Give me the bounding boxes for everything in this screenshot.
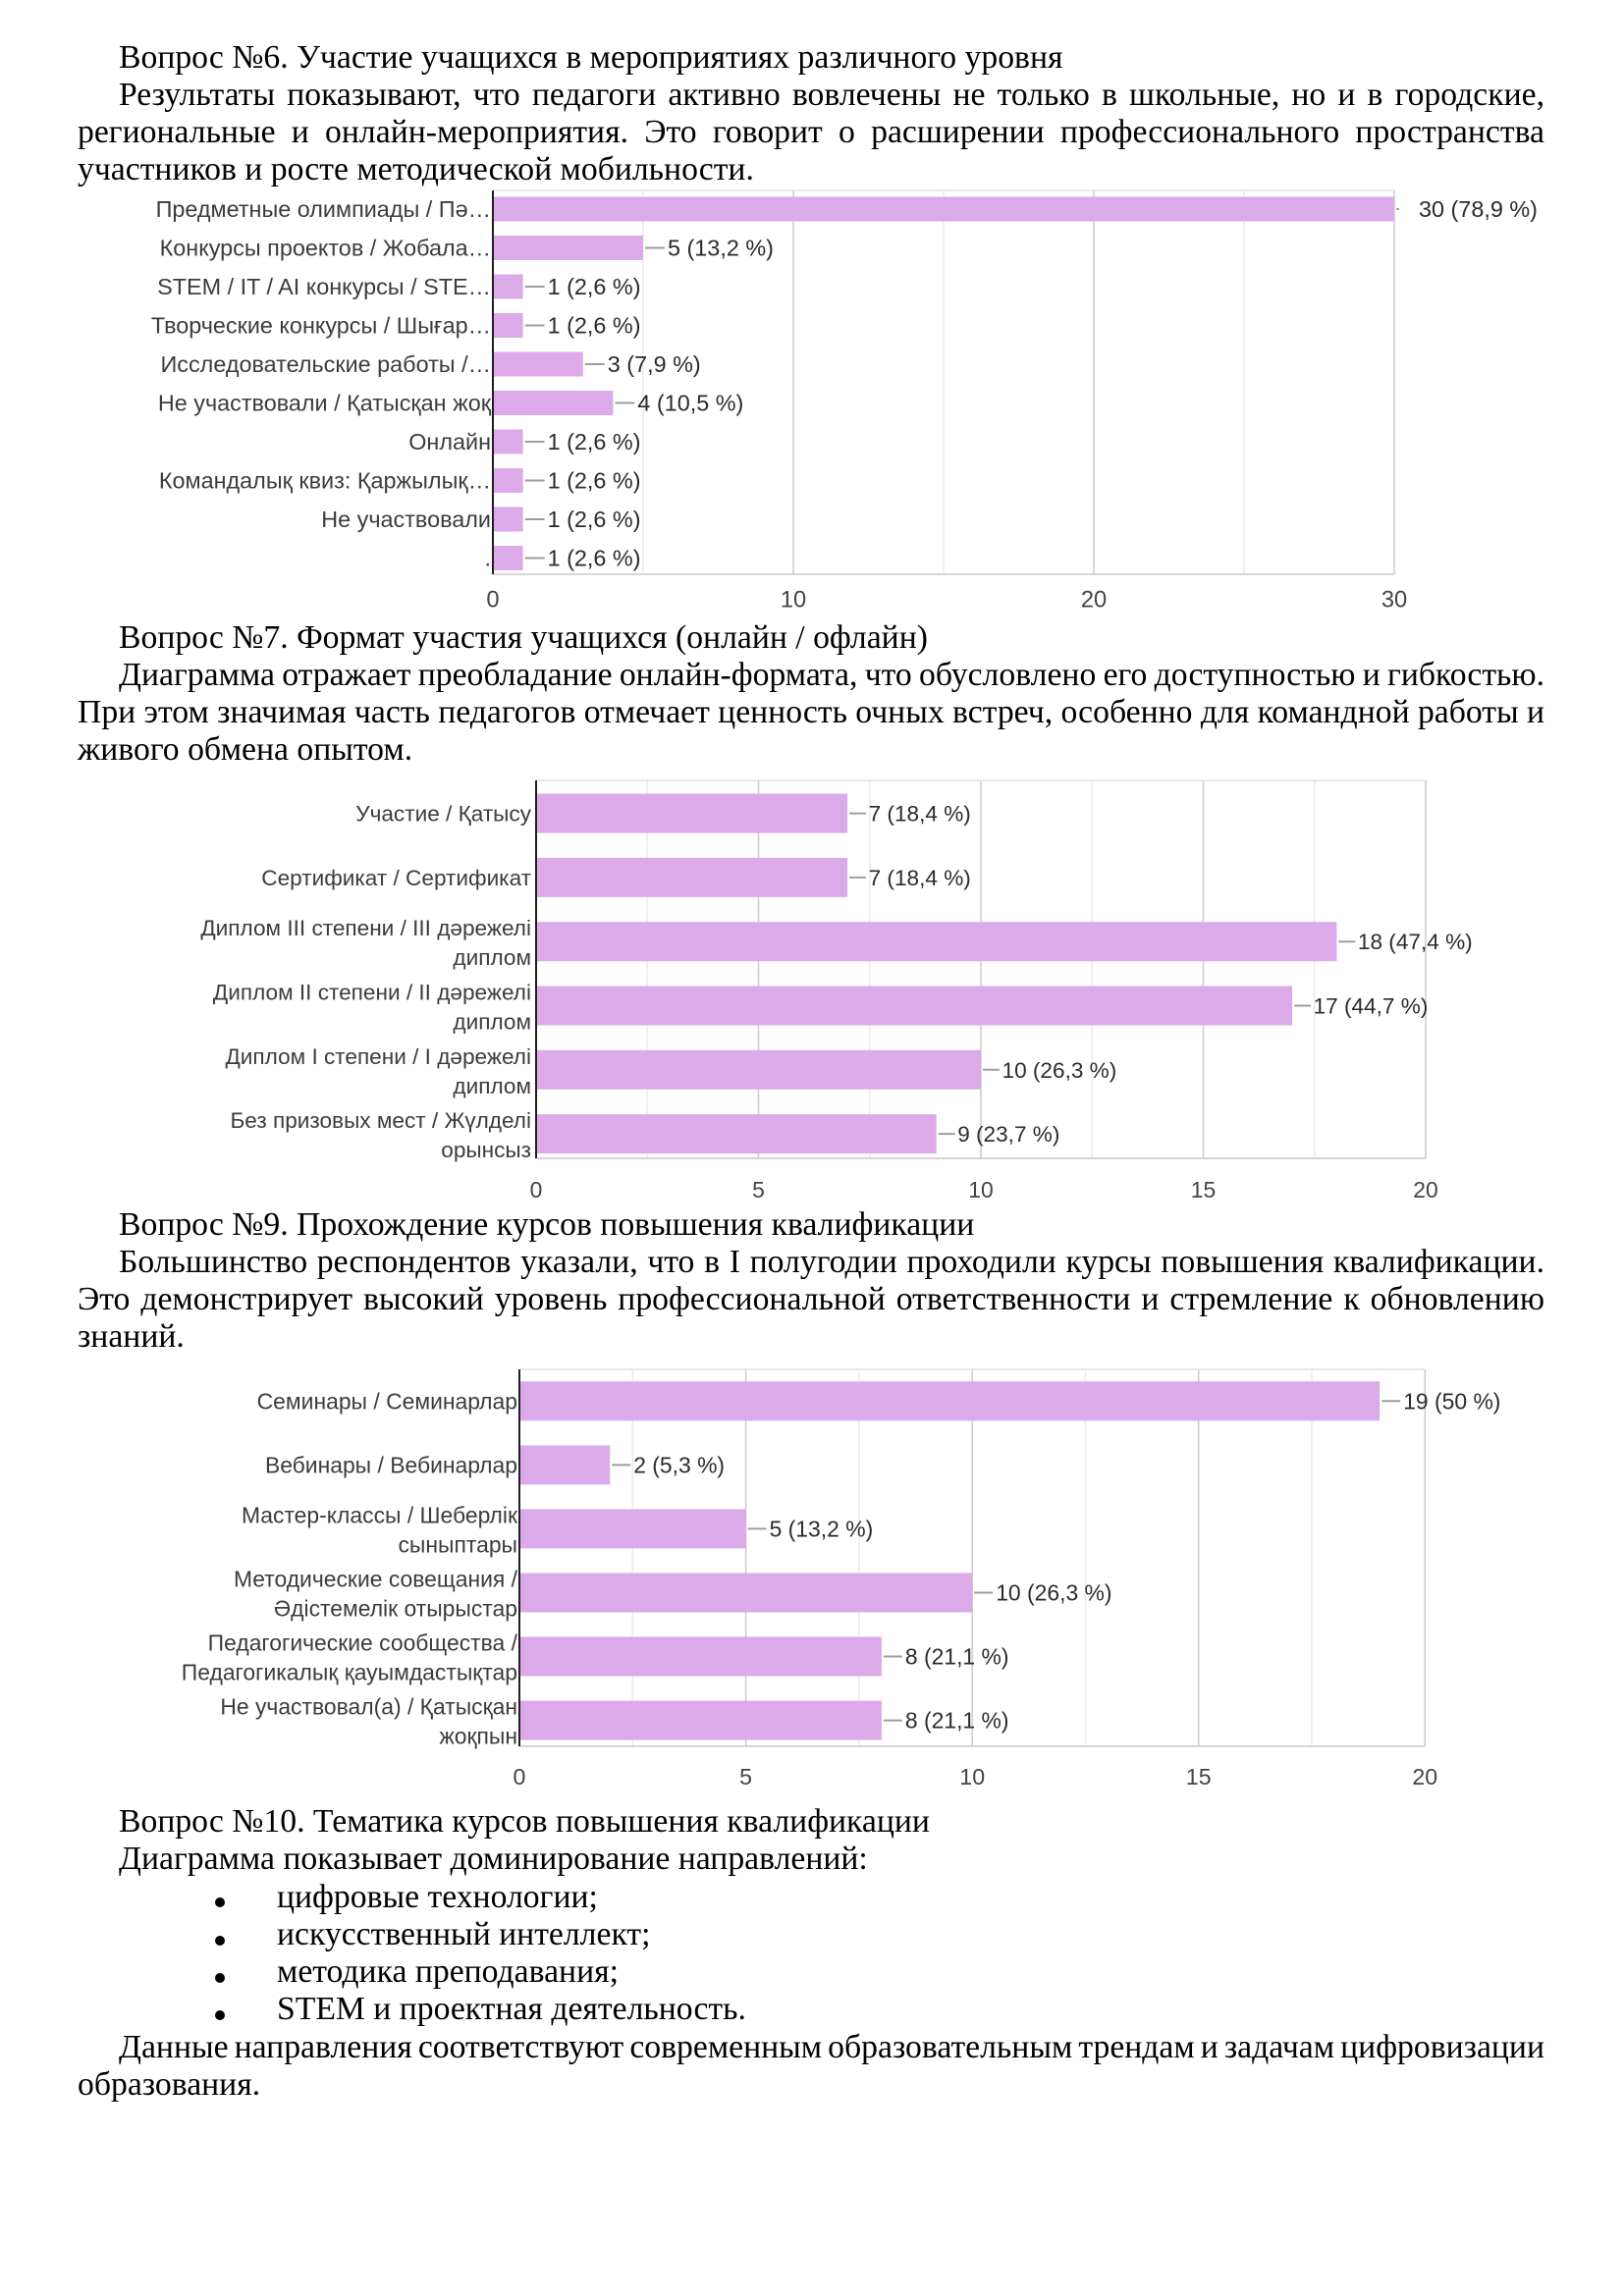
svg-text:9 (23,7 %): 9 (23,7 %) (957, 1122, 1059, 1147)
svg-text:19 (50 %): 19 (50 %) (1403, 1388, 1500, 1414)
svg-text:7 (18,4 %): 7 (18,4 %) (869, 802, 971, 827)
svg-text:Диплом III степени / III дәреж: Диплом III степени / III дәрежелі (200, 916, 531, 940)
svg-text:сыныптары: сыныптары (398, 1531, 517, 1557)
svg-text:Исследовательские работы /…: Исследовательские работы /… (160, 351, 491, 377)
svg-text:Не участвовали: Не участвовали (321, 507, 491, 532)
svg-text:1 (2,6 %): 1 (2,6 %) (548, 429, 641, 454)
svg-text:10 (26,3 %): 10 (26,3 %) (1002, 1058, 1117, 1083)
svg-text:10 (26,3 %): 10 (26,3 %) (996, 1580, 1111, 1606)
svg-text:30 (78,9 %): 30 (78,9 %) (1419, 196, 1538, 222)
svg-text:8 (21,1 %): 8 (21,1 %) (905, 1644, 1009, 1670)
svg-text:10: 10 (781, 588, 806, 614)
svg-text:Әдістемелік отырыстар: Әдістемелік отырыстар (274, 1596, 517, 1622)
svg-text:30: 30 (1381, 588, 1407, 614)
svg-text:Командалық квиз: Қаржылық…: Командалық квиз: Қаржылық… (159, 468, 491, 494)
svg-text:1 (2,6 %): 1 (2,6 %) (548, 468, 641, 494)
svg-text:10: 10 (959, 1764, 985, 1789)
svg-text:1 (2,6 %): 1 (2,6 %) (548, 313, 641, 339)
svg-text:орынсыз: орынсыз (441, 1138, 531, 1162)
svg-text:Предметные олимпиады / Пә…: Предметные олимпиады / Пә… (156, 196, 491, 222)
svg-text:0: 0 (514, 1764, 526, 1789)
svg-text:диплом: диплом (453, 1010, 531, 1035)
svg-text:Не участвовали / Қатысқан жоқ: Не участвовали / Қатысқан жоқ (158, 391, 492, 416)
svg-text:Педагогические сообщества /: Педагогические сообщества / (208, 1630, 518, 1656)
svg-text:Творческие конкурсы / Шығар…: Творческие конкурсы / Шығар… (151, 313, 491, 339)
svg-text:10: 10 (968, 1177, 993, 1202)
svg-text:15: 15 (1191, 1177, 1216, 1202)
svg-text:5 (13,2 %): 5 (13,2 %) (668, 236, 774, 261)
svg-text:5 (13,2 %): 5 (13,2 %) (770, 1516, 874, 1541)
svg-text:Конкурсы проектов / Жобала…: Конкурсы проектов / Жобала… (160, 236, 491, 261)
svg-text:20: 20 (1412, 1764, 1437, 1789)
svg-text:1 (2,6 %): 1 (2,6 %) (548, 546, 641, 571)
svg-text:Диплом I степени / I дәрежелі: Диплом I степени / I дәрежелі (225, 1044, 531, 1069)
svg-text:1 (2,6 %): 1 (2,6 %) (548, 507, 641, 532)
svg-text:жоқпын: жоқпын (439, 1724, 517, 1749)
svg-text:15: 15 (1186, 1764, 1212, 1789)
svg-text:Не участвовал(а) / Қатысқан: Не участвовал(а) / Қатысқан (220, 1694, 517, 1720)
svg-text:17 (44,7 %): 17 (44,7 %) (1314, 994, 1429, 1019)
svg-text:Методические совещания /: Методические совещания / (234, 1567, 518, 1592)
svg-text:STEM / IT / AI конкурсы / STE…: STEM / IT / AI конкурсы / STE… (157, 274, 491, 299)
svg-text:Педагогикалық қауымдастықтар: Педагогикалық қауымдастықтар (182, 1660, 517, 1685)
svg-text:Мастер-классы / Шеберлік: Мастер-классы / Шеберлік (242, 1502, 518, 1527)
svg-text:Диплом II степени / II дәрежел: Диплом II степени / II дәрежелі (213, 981, 531, 1005)
svg-text:3 (7,9 %): 3 (7,9 %) (608, 351, 701, 377)
svg-text:диплом: диплом (453, 945, 531, 970)
svg-text:7 (18,4 %): 7 (18,4 %) (869, 866, 971, 890)
svg-text:Участие / Қатысу: Участие / Қатысу (355, 802, 531, 827)
svg-text:5: 5 (752, 1177, 765, 1202)
svg-text:0: 0 (486, 588, 499, 614)
svg-text:20: 20 (1413, 1177, 1437, 1202)
svg-text:20: 20 (1081, 588, 1107, 614)
svg-text:1 (2,6 %): 1 (2,6 %) (548, 274, 641, 299)
svg-text:Семинары / Семинарлар: Семинары / Семинарлар (257, 1388, 517, 1414)
svg-text:5: 5 (739, 1764, 752, 1789)
svg-text:0: 0 (530, 1177, 543, 1202)
svg-text:.: . (485, 546, 492, 571)
svg-text:4 (10,5 %): 4 (10,5 %) (637, 391, 743, 416)
svg-text:диплом: диплом (453, 1074, 531, 1098)
svg-text:Вебинары / Вебинарлар: Вебинары / Вебинарлар (265, 1452, 517, 1477)
svg-text:Онлайн: Онлайн (408, 429, 491, 454)
svg-text:8 (21,1 %): 8 (21,1 %) (905, 1708, 1009, 1734)
svg-text:2 (5,3 %): 2 (5,3 %) (633, 1452, 725, 1477)
svg-text:Без призовых мест / Жүлделі: Без призовых мест / Жүлделі (230, 1108, 531, 1133)
svg-text:18 (47,4 %): 18 (47,4 %) (1358, 930, 1473, 954)
svg-text:Сертификат / Сертификат: Сертификат / Сертификат (261, 866, 531, 890)
